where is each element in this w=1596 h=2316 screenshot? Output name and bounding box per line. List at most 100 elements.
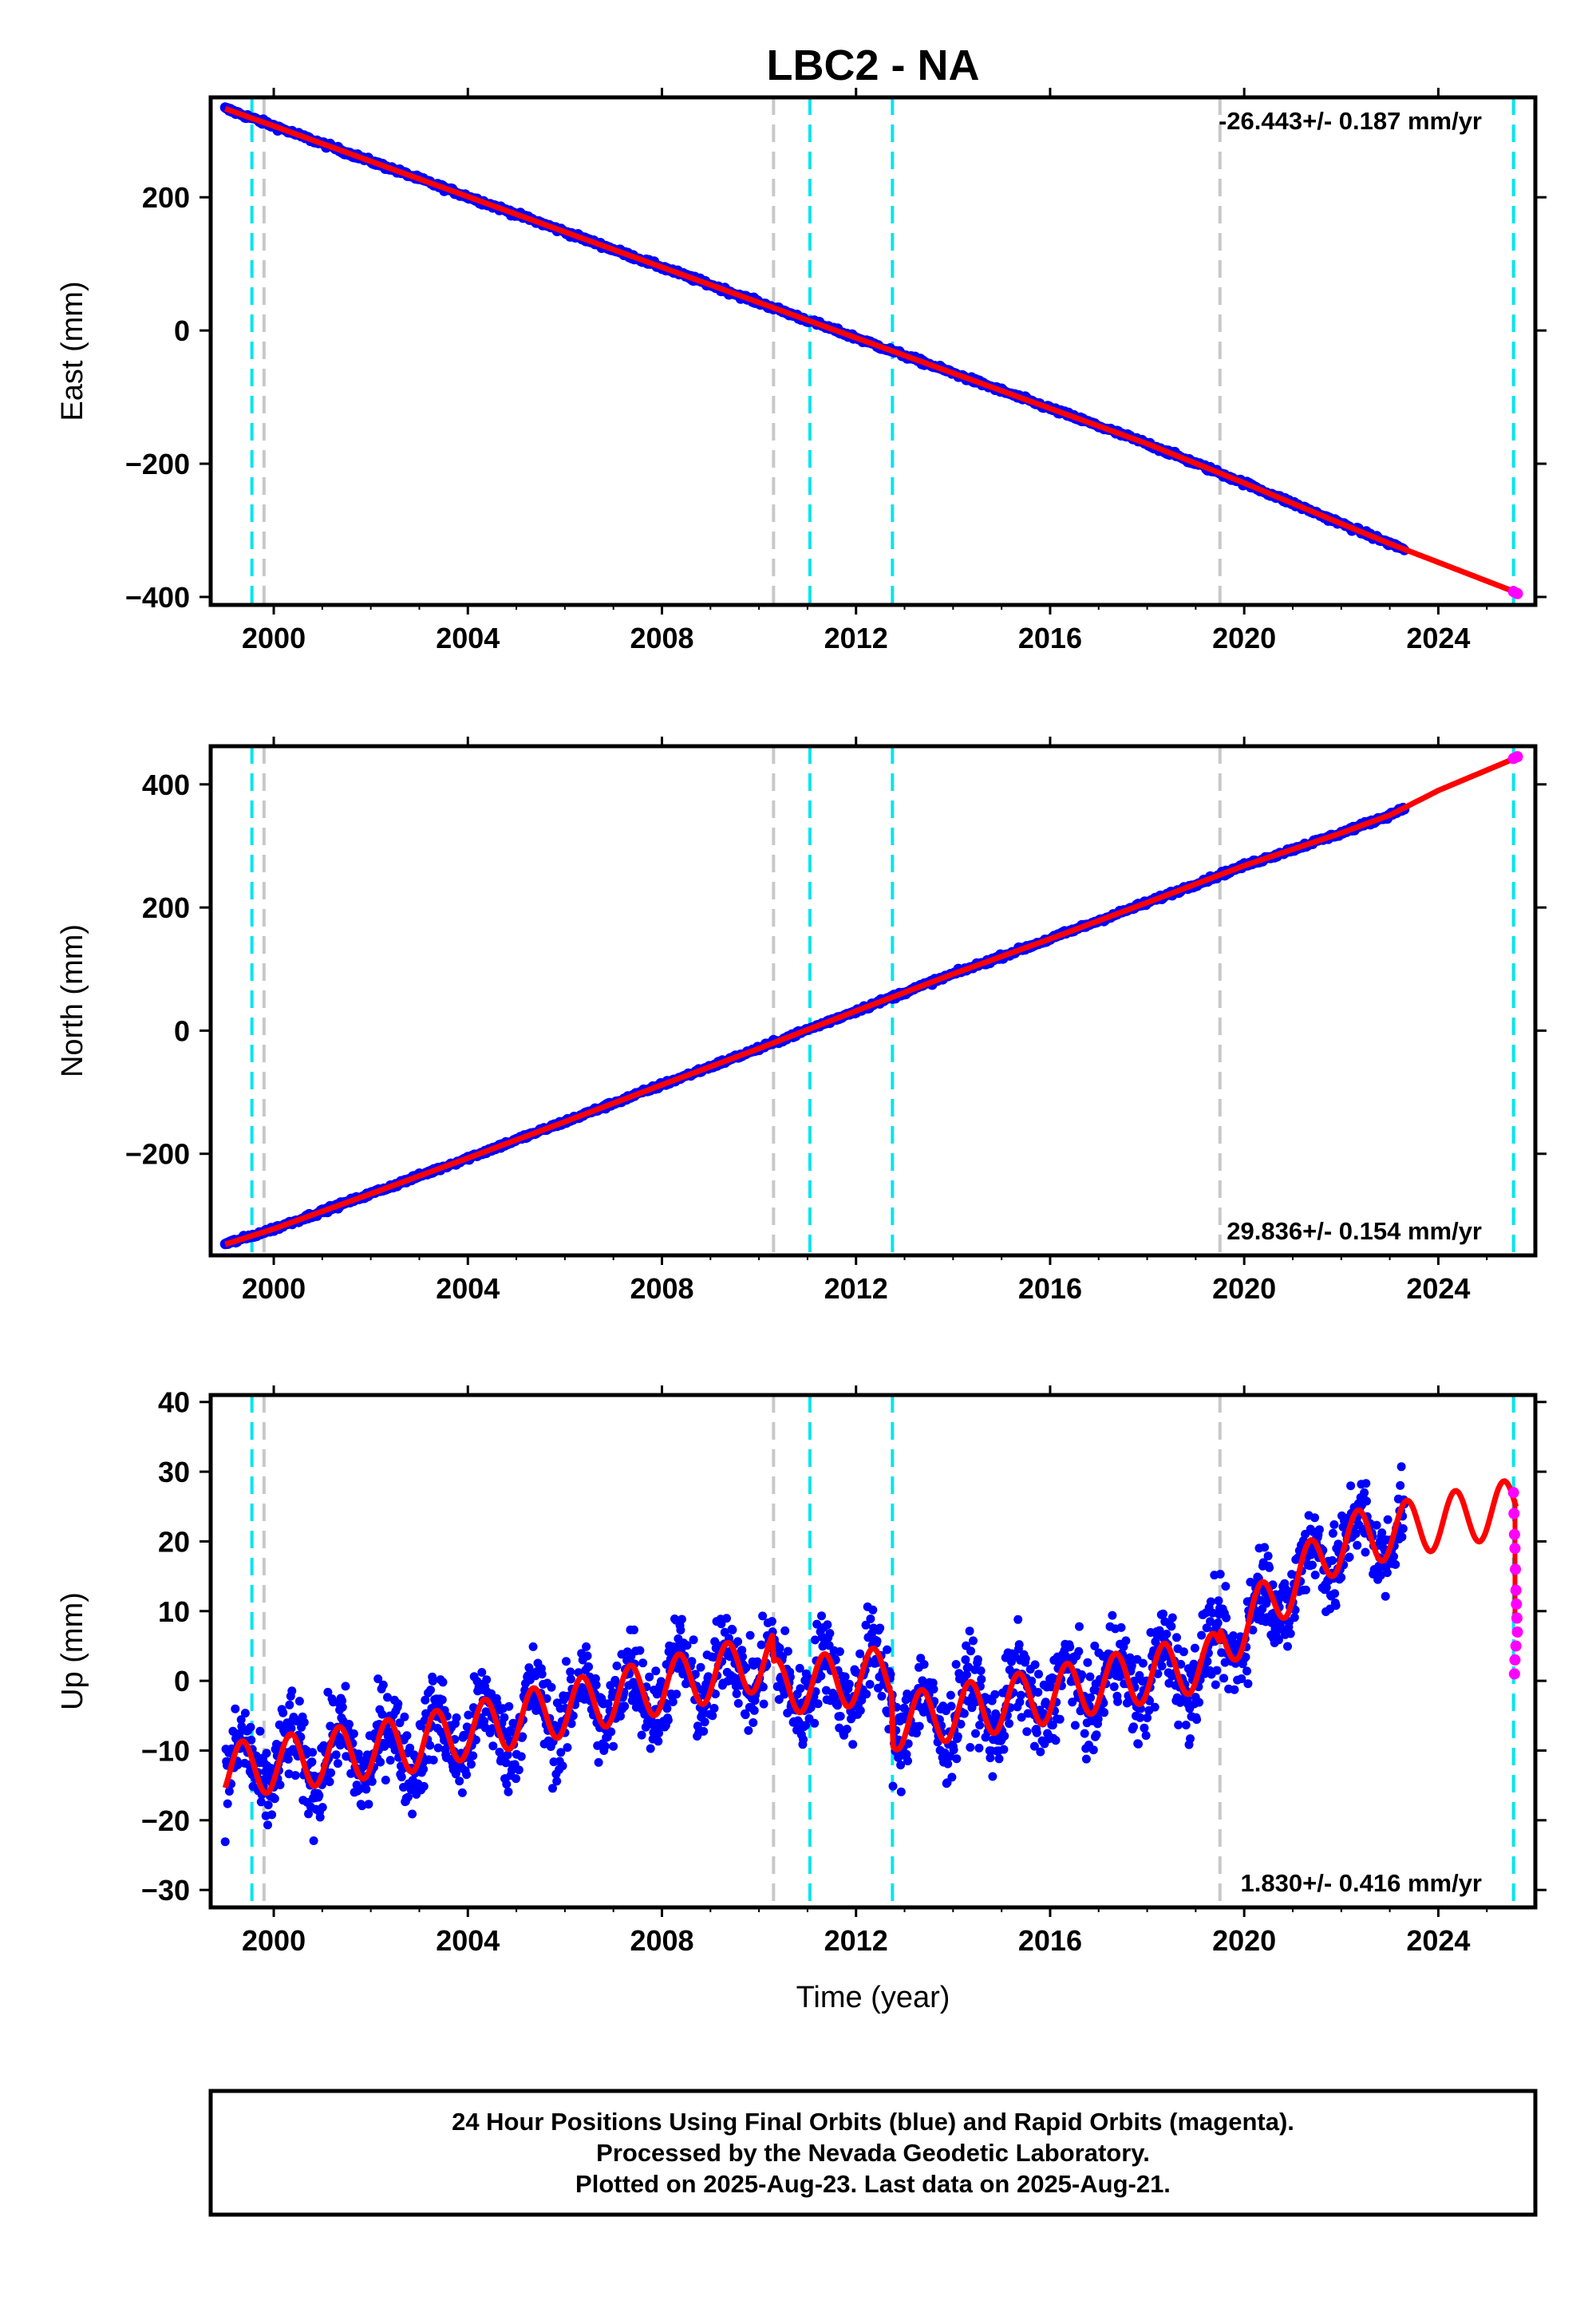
final-orbit-point <box>1017 1713 1026 1722</box>
final-orbit-point <box>1398 1524 1408 1533</box>
final-orbit-point <box>233 1761 243 1769</box>
final-orbit-point <box>1127 1661 1136 1670</box>
final-orbit-point <box>888 1781 898 1791</box>
final-orbit-point <box>1155 1626 1164 1635</box>
final-orbit-point <box>567 1719 576 1729</box>
rapid-orbit-point <box>1511 1626 1523 1638</box>
final-orbit-point <box>1032 1728 1041 1737</box>
final-orbit-point <box>381 1776 390 1784</box>
final-orbit-point <box>949 1745 958 1755</box>
final-orbit-point <box>877 1691 887 1701</box>
final-orbit-point <box>346 1769 356 1778</box>
final-orbit-point <box>1260 1543 1270 1552</box>
final-orbit-point <box>504 1787 513 1796</box>
final-orbit-point <box>749 1705 759 1715</box>
final-orbit-point <box>1203 1657 1212 1666</box>
y-tick-label: 0 <box>174 1014 190 1047</box>
final-orbit-point <box>236 1715 246 1725</box>
final-orbit-point <box>823 1620 832 1630</box>
final-orbit-point <box>1383 1515 1393 1524</box>
final-orbit-point <box>1005 1719 1014 1729</box>
final-orbit-point <box>813 1699 823 1709</box>
rapid-orbit-point <box>1508 1668 1520 1680</box>
final-orbit-point <box>1372 1520 1381 1530</box>
final-orbit-point <box>503 1750 512 1760</box>
y-tick-label: 40 <box>158 1386 190 1419</box>
final-orbit-point <box>603 1699 613 1709</box>
final-orbit-point <box>267 1764 276 1773</box>
final-orbit-point <box>896 1761 906 1770</box>
final-orbit-point <box>767 1617 776 1626</box>
final-orbit-point <box>1109 1682 1119 1691</box>
final-orbit-point <box>711 1690 720 1699</box>
final-orbit-point <box>1353 1540 1362 1550</box>
final-orbit-point <box>654 1729 663 1738</box>
final-orbit-point <box>1214 1596 1223 1606</box>
final-orbit-point <box>654 1737 663 1746</box>
final-orbit-point <box>1174 1720 1183 1729</box>
final-orbit-point <box>1361 1479 1371 1488</box>
final-orbit-point <box>421 1709 431 1718</box>
final-orbit-point <box>951 1660 961 1669</box>
model-curve <box>222 1478 1519 1796</box>
final-orbit-point <box>1121 1636 1131 1646</box>
final-orbit-point <box>810 1635 820 1645</box>
x-tick-label: 2008 <box>630 622 693 654</box>
final-orbit-point <box>810 1718 820 1728</box>
final-orbit-point <box>651 1666 661 1676</box>
north-panel: 2000 2004 2008 2012 2016 2020 2024 −200 0 200 400 N… <box>56 737 1547 1305</box>
final-orbit-point <box>1308 1560 1317 1570</box>
final-orbit-point <box>682 1641 692 1650</box>
final-orbit-point <box>1396 1462 1406 1472</box>
final-orbit-point <box>974 1743 984 1753</box>
final-orbit-point <box>481 1707 491 1717</box>
final-orbit-point <box>314 1791 324 1800</box>
final-orbit-point <box>915 1721 924 1731</box>
final-orbit-point <box>1081 1754 1091 1764</box>
y-tick-label: −200 <box>125 1138 190 1171</box>
final-orbit-point <box>566 1674 575 1684</box>
final-orbit-point <box>1230 1685 1239 1694</box>
final-orbit-point <box>462 1770 472 1780</box>
final-orbit-point <box>323 1687 333 1697</box>
final-orbit-point <box>835 1647 844 1656</box>
final-orbit-point <box>1314 1525 1324 1535</box>
final-orbit-point <box>690 1670 700 1679</box>
final-orbit-point <box>393 1699 403 1709</box>
final-orbit-point <box>709 1653 718 1662</box>
chart-title: LBC2 - NA <box>767 41 980 89</box>
final-orbit-point <box>583 1651 592 1661</box>
final-orbit-point <box>816 1671 826 1681</box>
final-orbit-point <box>1013 1614 1023 1624</box>
x-tick-label: 2012 <box>824 1924 888 1957</box>
final-orbit-point <box>1068 1697 1077 1707</box>
x-tick-label: 2016 <box>1018 1272 1082 1305</box>
final-orbit-point <box>307 1757 317 1767</box>
x-tick-label: 2004 <box>436 1924 500 1957</box>
final-orbit-point <box>1074 1646 1084 1656</box>
final-orbit-point <box>1211 1680 1220 1690</box>
final-orbit-point <box>741 1710 750 1720</box>
final-orbit-point <box>959 1709 969 1718</box>
rapid-orbit-point <box>1509 1543 1521 1555</box>
final-orbit-point <box>1397 1532 1407 1542</box>
final-orbit-point <box>367 1777 377 1786</box>
final-orbit-point <box>563 1743 572 1753</box>
final-orbit-point <box>1310 1513 1319 1523</box>
y-tick-label: 200 <box>142 181 190 214</box>
final-orbit-point <box>861 1620 871 1630</box>
final-orbit-point <box>358 1801 367 1811</box>
final-orbit-point <box>482 1675 492 1685</box>
final-orbit-point <box>361 1784 371 1794</box>
final-orbit-point <box>780 1626 790 1635</box>
final-orbit-point <box>376 1757 385 1767</box>
final-orbit-point <box>1246 1577 1255 1587</box>
final-orbit-point <box>799 1735 808 1745</box>
final-orbit-point <box>825 1629 835 1638</box>
rapid-orbit-points <box>1507 1487 1523 1680</box>
y-tick-label: −20 <box>141 1804 190 1837</box>
final-orbit-point <box>1090 1641 1100 1650</box>
final-orbit-point <box>438 1678 448 1687</box>
final-orbit-point <box>1274 1635 1283 1645</box>
final-orbit-point <box>969 1636 978 1646</box>
